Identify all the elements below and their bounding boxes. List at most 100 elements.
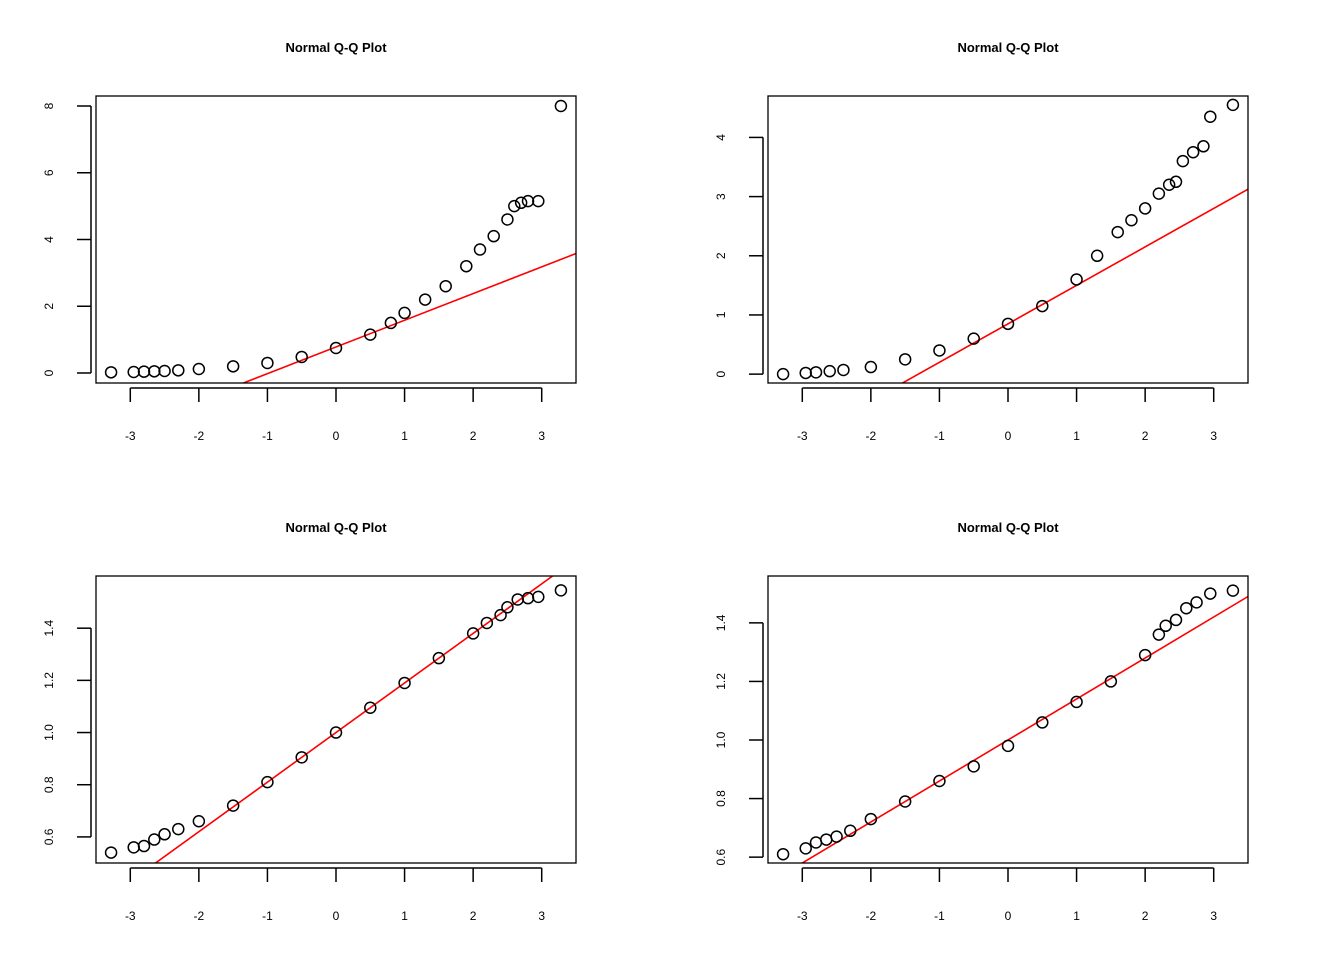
- x-tick-label: 1: [1073, 909, 1080, 923]
- data-point: [508, 199, 521, 213]
- data-point: [837, 363, 850, 377]
- data-point: [799, 366, 812, 380]
- sample-points: [104, 99, 568, 379]
- data-point: [1090, 249, 1104, 263]
- y-tick-label: 4: [714, 134, 728, 141]
- data-point: [864, 812, 878, 826]
- data-point: [172, 364, 185, 377]
- x-tick-label: 3: [538, 909, 545, 923]
- data-point: [820, 833, 833, 846]
- data-point: [104, 366, 118, 379]
- data-point: [554, 99, 568, 113]
- data-point: [261, 775, 274, 789]
- data-point: [554, 584, 568, 597]
- data-point: [137, 365, 151, 378]
- data-point: [329, 726, 343, 739]
- plot-frame: [767, 95, 1249, 384]
- x-tick-label: 1: [401, 909, 408, 923]
- reference-line: [900, 188, 1248, 383]
- x-tick-label: -1: [934, 909, 945, 923]
- y-tick-label: 0.6: [42, 828, 56, 845]
- x-tick-label: -2: [866, 909, 877, 923]
- data-point: [1070, 273, 1083, 286]
- plot-frame: [95, 575, 577, 864]
- data-point: [158, 828, 171, 841]
- data-point: [967, 332, 980, 345]
- data-point: [1138, 202, 1152, 215]
- data-point: [466, 627, 480, 640]
- data-point: [1180, 601, 1193, 615]
- data-point: [501, 601, 514, 614]
- data-point: [226, 360, 240, 373]
- x-tick-label: 2: [470, 909, 477, 923]
- data-point: [494, 608, 507, 622]
- panel-title: Normal Q-Q Plot: [285, 520, 387, 535]
- data-point: [1001, 317, 1015, 331]
- data-point: [809, 836, 823, 849]
- y-tick-label: 6: [42, 169, 56, 176]
- panel-title: Normal Q-Q Plot: [957, 40, 1059, 55]
- y-tick-label: 0: [714, 370, 728, 377]
- data-point: [295, 751, 308, 764]
- data-point: [1226, 584, 1240, 597]
- x-tick-label: -3: [125, 429, 136, 443]
- data-point: [898, 353, 912, 366]
- y-tick-label: 8: [42, 102, 56, 109]
- data-point: [514, 196, 528, 210]
- data-point: [799, 842, 812, 855]
- plot-frame: [95, 95, 577, 384]
- data-point: [898, 795, 912, 808]
- data-point: [329, 341, 343, 355]
- data-point: [532, 590, 545, 604]
- data-point: [384, 316, 398, 330]
- data-point: [226, 799, 240, 812]
- x-tick-label: 3: [1210, 429, 1217, 443]
- data-point: [933, 344, 946, 357]
- x-tick-label: 3: [538, 429, 545, 443]
- data-point: [776, 367, 790, 381]
- data-point: [418, 293, 432, 306]
- data-point: [192, 362, 206, 376]
- y-tick-label: 4: [42, 236, 56, 243]
- x-tick-label: -1: [262, 429, 273, 443]
- data-point: [1169, 175, 1183, 189]
- sample-points: [104, 584, 568, 859]
- data-point: [127, 365, 140, 379]
- data-point: [1104, 675, 1118, 688]
- reference-line: [241, 252, 576, 383]
- data-point: [532, 194, 545, 208]
- x-axis: -3 -2 -1 0 1 2 3: [797, 387, 1217, 443]
- y-tick-label: 2: [714, 252, 728, 259]
- y-tick-label: 0.6: [714, 848, 728, 865]
- data-point: [261, 356, 274, 370]
- data-point: [473, 243, 487, 256]
- x-tick-label: -3: [797, 429, 808, 443]
- y-tick-label: 1.4: [42, 620, 56, 637]
- data-point: [1070, 695, 1083, 709]
- y-tick-label: 1.2: [42, 672, 56, 689]
- sample-points: [776, 584, 1240, 861]
- data-point: [460, 259, 473, 273]
- panel-title: Normal Q-Q Plot: [957, 520, 1059, 535]
- data-point: [511, 593, 524, 606]
- x-tick-label: 0: [333, 909, 340, 923]
- sample-points: [776, 98, 1240, 381]
- data-point: [1176, 154, 1190, 168]
- data-point: [1152, 628, 1166, 641]
- y-axis: 0.6 0.8 1.0 1.2 1.4: [714, 614, 764, 865]
- data-point: [1162, 178, 1176, 192]
- data-point: [1204, 587, 1217, 600]
- data-point: [1152, 187, 1166, 200]
- data-point: [172, 822, 185, 836]
- data-point: [364, 328, 377, 341]
- data-point: [1001, 739, 1015, 753]
- data-point: [1226, 98, 1240, 112]
- data-point: [823, 364, 836, 378]
- data-point: [1186, 145, 1200, 159]
- y-tick-label: 1.0: [42, 724, 56, 741]
- data-point: [1125, 214, 1138, 227]
- data-point: [148, 833, 161, 846]
- y-tick-label: 3: [714, 193, 728, 200]
- data-point: [364, 701, 377, 715]
